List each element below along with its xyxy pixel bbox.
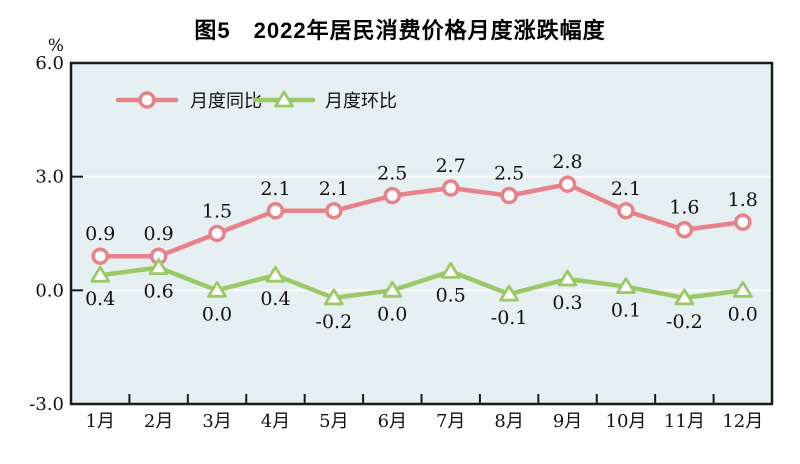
data-label: -0.2 (666, 311, 703, 333)
x-tick-label: 1月 (85, 411, 114, 432)
x-tick-label: 7月 (436, 411, 465, 432)
data-point-marker-circle (383, 186, 402, 205)
data-label: 0.6 (144, 281, 174, 303)
data-label: -0.2 (316, 311, 353, 333)
data-point-marker-triangle (557, 269, 578, 287)
legend-label: 月度同比 (190, 91, 262, 111)
x-tick-label: 12月 (722, 411, 763, 432)
data-label: 1.5 (202, 201, 232, 223)
y-axis-unit-label: % (48, 36, 64, 56)
data-label: 0.1 (611, 300, 641, 322)
x-tick-label: 9月 (553, 411, 582, 432)
data-label: 2.1 (319, 178, 349, 200)
data-label: 1.6 (669, 197, 699, 219)
data-point-marker-circle (441, 179, 460, 197)
data-point-marker-circle (617, 202, 635, 220)
y-tick-label: 6.0 (35, 53, 64, 74)
data-label: 0.5 (436, 284, 466, 306)
x-tick-label: 2月 (144, 411, 173, 432)
series-line-triangle (97, 265, 746, 301)
data-point-marker-circle (500, 186, 518, 205)
x-tick-label: 10月 (606, 411, 647, 432)
data-label: 1.8 (728, 189, 758, 211)
data-label: -0.1 (491, 307, 528, 329)
data-label: 2.1 (260, 178, 290, 200)
data-label: 0.3 (552, 292, 582, 314)
data-label: 2.7 (436, 155, 466, 177)
data-point-marker-circle (91, 247, 109, 265)
x-tick-label: 5月 (319, 411, 348, 432)
y-tick-label: 0.0 (35, 280, 64, 301)
data-point-marker-triangle (499, 284, 520, 302)
data-point-marker-triangle (732, 280, 753, 298)
plot-area (71, 63, 772, 404)
data-label: 2.8 (552, 151, 582, 173)
y-tick-label: 3.0 (35, 167, 64, 188)
x-tick-label: 6月 (378, 411, 407, 432)
data-point-marker-circle (558, 175, 577, 193)
legend-label: 月度环比 (325, 91, 397, 111)
data-label: 0.0 (202, 303, 232, 325)
x-tick-label: 4月 (261, 411, 290, 432)
data-point-marker-triangle (265, 265, 286, 283)
data-label: 2.1 (611, 178, 641, 200)
chart-title: 图5 2022年居民消费价格月度涨跌幅度 (194, 18, 606, 43)
data-point-marker-triangle (207, 280, 227, 298)
data-point-marker-circle (325, 202, 343, 220)
data-point-marker-triangle (382, 280, 403, 298)
data-point-marker-triangle (148, 258, 169, 275)
data-label: 0.4 (260, 288, 290, 310)
legend-marker-circle (138, 91, 156, 109)
data-point-marker-triangle (90, 265, 111, 283)
data-point-marker-circle (266, 202, 285, 220)
data-point-marker-circle (675, 220, 694, 239)
data-label: 0.0 (728, 303, 758, 325)
data-label: 2.5 (377, 163, 407, 185)
data-point-marker-circle (734, 213, 752, 231)
series-line-circle (97, 181, 746, 259)
data-label: 0.4 (85, 288, 115, 310)
data-point-marker-triangle (323, 288, 344, 306)
x-tick-label: 8月 (494, 411, 523, 432)
y-tick-label: -3.0 (29, 394, 64, 415)
data-label: 2.5 (494, 163, 524, 185)
legend-marker-triangle (274, 90, 294, 108)
data-point-marker-circle (208, 224, 226, 243)
data-point-marker-triangle (616, 277, 636, 294)
data-label: 0.9 (85, 223, 115, 245)
data-label: 0.0 (377, 303, 407, 325)
x-tick-label: 11月 (664, 411, 705, 432)
data-label: 0.9 (144, 223, 174, 245)
x-tick-label: 3月 (202, 411, 231, 432)
data-point-marker-triangle (440, 261, 461, 279)
data-point-marker-triangle (674, 288, 695, 306)
